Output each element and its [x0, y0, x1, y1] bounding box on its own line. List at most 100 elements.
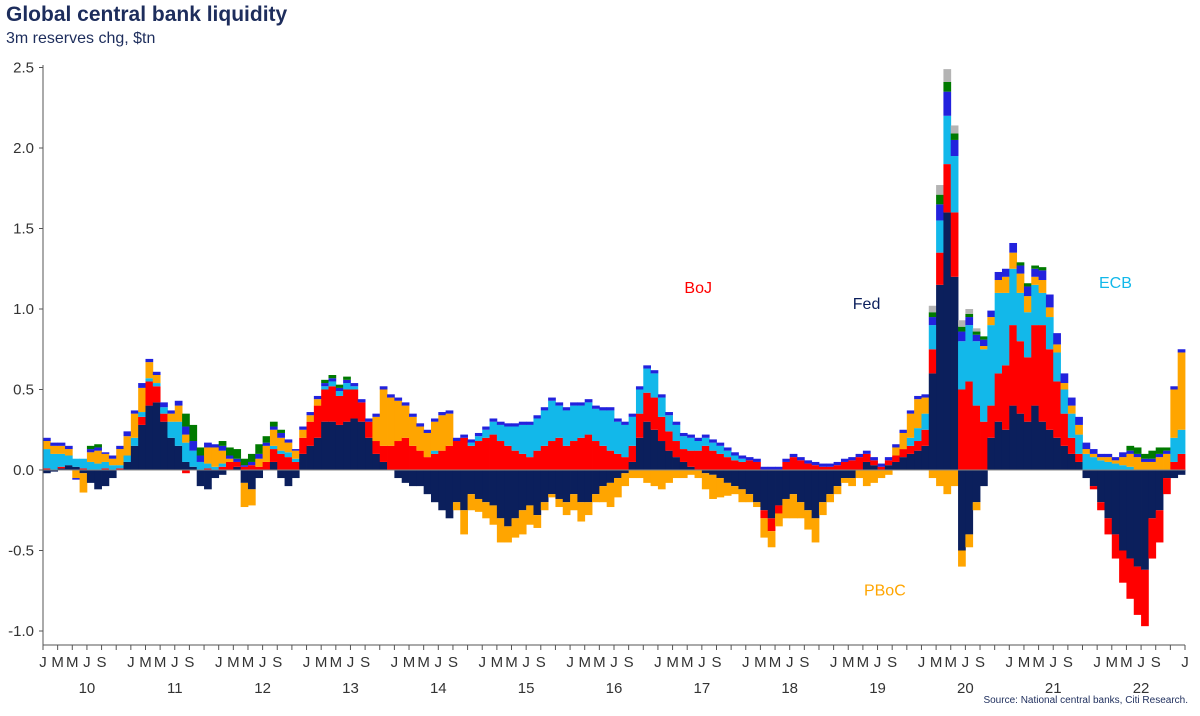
bar-fed-segment	[130, 445, 139, 470]
bar-ecb-segment	[555, 405, 564, 438]
axes-layer: 2.52.01.51.00.50.0-0.5-1.0J M M J S J M M J S J M M J…	[8, 60, 1189, 698]
bar-other-1-segment	[467, 439, 476, 443]
bar-pboc-segment	[1016, 273, 1025, 293]
bar-other-2-segment	[218, 441, 227, 446]
bar-fed-segment	[760, 470, 769, 511]
bar-ecb-segment	[189, 450, 198, 467]
bar-boj-segment	[372, 441, 381, 454]
bar-other-1-segment	[138, 383, 146, 388]
bar-fed-segment	[394, 470, 403, 479]
bar-other-1-segment	[1089, 449, 1098, 454]
bar-pboc-segment	[1045, 307, 1054, 318]
bar-pboc-segment	[775, 513, 783, 527]
bar-pboc-segment	[1133, 457, 1142, 470]
chart-subtitle: 3m reserves chg, $tn	[6, 30, 156, 47]
bar-pboc-segment	[599, 486, 608, 503]
x-month-label: J	[171, 654, 179, 671]
bar-other-1-segment	[94, 447, 102, 451]
bar-boj-segment	[394, 441, 403, 470]
bar-pboc-segment	[50, 445, 59, 454]
bar-pboc-segment	[101, 453, 110, 462]
bar-other-1-segment	[409, 413, 417, 417]
bar-fed-segment	[936, 284, 944, 470]
bar-boj-segment	[599, 445, 608, 470]
bar-boj-segment	[518, 453, 527, 470]
bar-boj-segment	[467, 445, 476, 470]
bar-fed-segment	[1089, 470, 1098, 487]
bar-boj-segment	[687, 450, 695, 467]
bar-other-1-segment	[1001, 268, 1010, 277]
bar-pboc-segment	[767, 531, 776, 548]
bar-pboc-segment	[533, 515, 542, 528]
bar-pboc-segment	[79, 473, 88, 493]
bar-ecb-segment	[152, 383, 161, 387]
bar-fed-segment	[43, 470, 51, 474]
bar-other-1-segment	[606, 407, 615, 411]
bar-boj-segment	[679, 449, 688, 462]
bar-other-1-segment	[394, 397, 403, 401]
bar-boj-segment	[1067, 437, 1076, 454]
bar-ecb-segment	[1170, 437, 1179, 462]
x-month-label: M	[403, 654, 416, 671]
bar-boj-segment	[482, 437, 490, 470]
x-month-label: S	[799, 654, 809, 671]
bar-boj-segment	[291, 461, 300, 470]
bar-pboc-segment	[994, 280, 1003, 293]
bar-boj-segment	[936, 252, 944, 285]
bar-other-1-segment	[116, 445, 124, 450]
bar-other-1-segment	[1155, 453, 1164, 458]
bar-fed-segment	[628, 461, 637, 470]
bar-pboc-segment	[862, 470, 871, 487]
x-month-label: J	[654, 654, 662, 671]
bar-fed-segment	[826, 470, 835, 495]
bar-other-1-segment	[870, 457, 878, 461]
x-month-label: S	[97, 654, 107, 671]
bar-boj-segment	[738, 461, 747, 470]
bar-other-1-segment	[350, 383, 359, 387]
bar-fed-segment	[1170, 470, 1179, 479]
bar-pboc-segment	[1170, 389, 1179, 438]
bar-other-1-segment	[738, 455, 747, 459]
bar-other-1-segment	[599, 407, 608, 411]
bar-boj-segment	[116, 468, 124, 470]
bar-fed-segment	[416, 470, 425, 487]
bar-boj-segment	[818, 466, 827, 470]
bar-pboc-segment	[511, 518, 520, 538]
bar-pboc-segment	[855, 470, 864, 479]
bar-other-1-segment	[1163, 450, 1171, 454]
bar-fed-segment	[643, 421, 651, 470]
bar-pboc-segment	[840, 478, 849, 483]
x-month-label: J	[786, 654, 794, 671]
bar-ecb-segment	[1082, 453, 1091, 470]
x-month-label: J	[874, 654, 882, 671]
bar-fed-segment	[372, 453, 381, 470]
bar-fed-segment	[621, 470, 630, 474]
bar-other-1-segment	[767, 466, 776, 470]
x-month-label: M	[842, 654, 855, 671]
bar-pboc-segment	[789, 494, 798, 519]
bar-fed-segment	[50, 470, 59, 472]
bar-other-1-segment	[1053, 333, 1061, 345]
bar-other-1-segment	[958, 331, 966, 342]
bar-ecb-segment	[321, 386, 329, 390]
bar-pboc-segment	[782, 498, 791, 519]
bar-boj-segment	[182, 470, 190, 474]
bar-ecb-segment	[174, 421, 183, 446]
bar-pboc-segment	[145, 362, 154, 379]
bar-ecb-segment	[138, 412, 146, 417]
bar-fed-segment	[211, 470, 220, 479]
bar-fed-segment	[86, 470, 95, 483]
bar-pboc-segment	[123, 436, 132, 456]
bar-boj-segment	[584, 434, 593, 470]
bar-boj-segment	[284, 457, 293, 470]
bar-boj-segment	[335, 395, 344, 425]
bar-other-1-segment	[811, 461, 820, 466]
bar-boj-segment	[489, 434, 498, 470]
bar-fed-segment	[1045, 429, 1054, 470]
bar-other-1-segment	[152, 371, 161, 376]
bar-other-1-segment	[818, 463, 827, 467]
bar-other-1-segment	[936, 204, 944, 221]
bar-boj-segment	[635, 413, 644, 438]
bar-boj-segment	[570, 441, 578, 470]
bar-pboc-segment	[1001, 276, 1010, 293]
